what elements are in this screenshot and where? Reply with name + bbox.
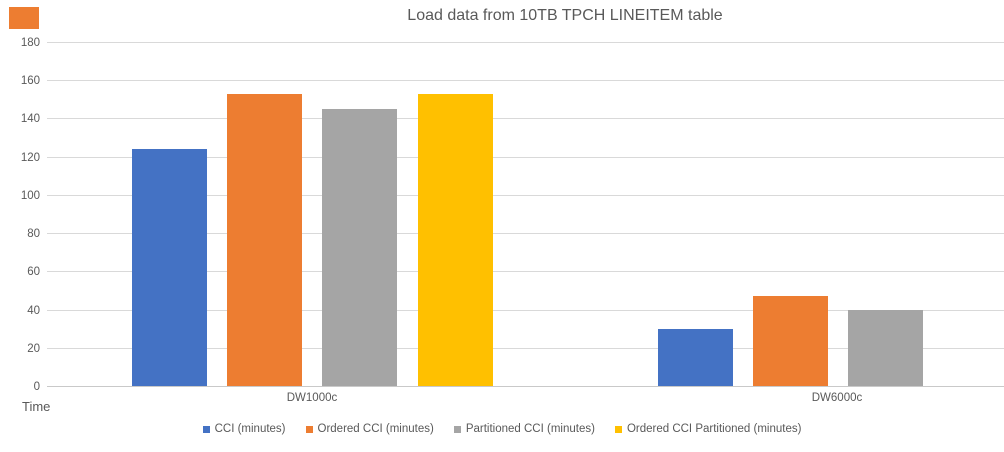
bar — [657, 328, 733, 386]
legend-item: Partitioned CCI (minutes) — [453, 423, 595, 435]
legend-swatch — [305, 425, 313, 433]
gridline — [47, 118, 1004, 120]
gridline — [47, 347, 1004, 349]
chart-title: Load data from 10TB TPCH LINEITEM table — [407, 7, 723, 24]
y-tick-label: 20 — [27, 342, 40, 355]
legend-label: CCI (minutes) — [214, 423, 286, 435]
x-axis-line — [47, 386, 1004, 387]
category-label: DW6000c — [811, 392, 863, 404]
gridline — [47, 309, 1004, 311]
chart-legend: CCI (minutes) Ordered CCI (minutes) Partit… — [0, 423, 1004, 435]
gridline — [47, 233, 1004, 235]
y-tick-label: 100 — [20, 189, 40, 202]
bar — [322, 108, 398, 386]
legend-swatch — [202, 425, 210, 433]
orange-corner-marker — [9, 7, 39, 29]
bar — [753, 296, 829, 386]
y-tick-label: 180 — [20, 37, 40, 49]
gridline — [47, 194, 1004, 196]
plot-area — [47, 42, 1004, 387]
bar — [848, 309, 924, 386]
bar — [227, 93, 303, 386]
y-tick-label: 160 — [20, 75, 40, 88]
legend-item: CCI (minutes) — [202, 423, 286, 435]
y-tick-label: 80 — [27, 228, 40, 241]
y-tick-label: 60 — [27, 266, 40, 279]
legend-swatch — [453, 425, 461, 433]
gridline — [47, 271, 1004, 273]
legend-item: Ordered CCI (minutes) — [305, 423, 434, 435]
gridline — [47, 80, 1004, 82]
y-tick-label: 40 — [27, 304, 40, 317]
y-tick-label: 0 — [33, 381, 40, 393]
legend-label: Ordered CCI (minutes) — [317, 423, 434, 435]
legend-label: Ordered CCI Partitioned (minutes) — [626, 423, 802, 435]
legend-swatch — [614, 425, 622, 433]
category-label: DW1000c — [286, 392, 338, 404]
gridline — [47, 156, 1004, 158]
bar — [131, 149, 207, 386]
y-axis-title: Time — [22, 399, 51, 414]
y-tick-label: 140 — [20, 113, 40, 126]
legend-item: Ordered CCI Partitioned (minutes) — [614, 423, 802, 435]
bar — [417, 93, 493, 386]
gridline — [47, 42, 1004, 43]
y-tick-label: 120 — [20, 151, 40, 164]
legend-label: Partitioned CCI (minutes) — [465, 423, 595, 435]
